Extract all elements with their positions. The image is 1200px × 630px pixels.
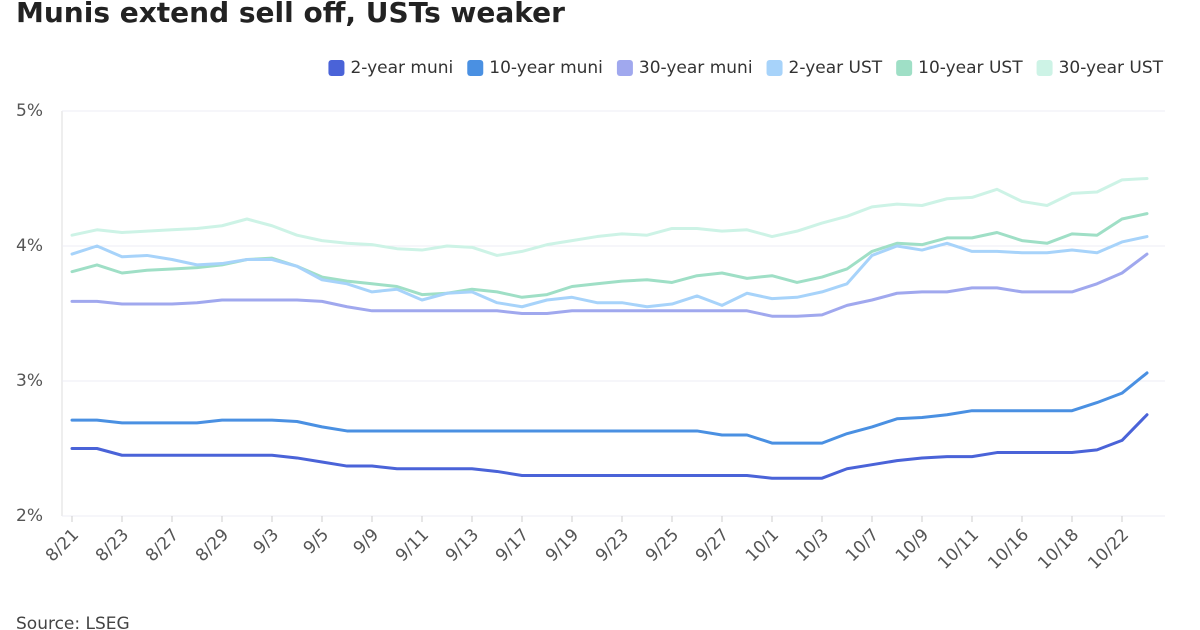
legend-swatch (766, 60, 783, 76)
legend-swatch (896, 60, 913, 76)
legend-label: 30-year UST (1059, 58, 1164, 78)
x-tick-label: 10/16 (984, 525, 1033, 574)
x-tick-label: 10/11 (934, 525, 983, 574)
chart-title: Munis extend sell off, USTs weaker (16, 0, 565, 29)
series-line (70, 252, 1149, 318)
legend-swatch (328, 60, 345, 76)
y-tick-label: 3% (16, 371, 43, 391)
x-tick-label: 9/11 (392, 525, 433, 566)
x-tick-label: 8/21 (42, 525, 83, 566)
x-tick-label: 9/3 (250, 525, 283, 558)
legend-swatch (616, 60, 633, 76)
x-tick-label: 8/27 (142, 525, 183, 566)
x-tick-label: 10/1 (742, 525, 783, 566)
source: Source: LSEG (16, 614, 130, 630)
x-tick-label: 9/23 (592, 525, 633, 566)
legend-label: 10-year muni (489, 58, 603, 78)
legend-label: 2-year UST (789, 58, 883, 78)
y-tick-label: 2% (16, 506, 43, 526)
x-tick-label: 9/13 (442, 525, 483, 566)
series-line (70, 235, 1149, 309)
legend-swatch (1036, 60, 1053, 76)
x-tick-label: 10/9 (892, 525, 933, 566)
x-tick-label: 8/29 (192, 525, 233, 566)
x-tick-label: 9/19 (542, 525, 583, 566)
legend-label: 10-year UST (918, 58, 1023, 78)
x-tick-label: 10/18 (1034, 525, 1083, 574)
x-tick-label: 9/17 (492, 525, 533, 566)
x-tick-label: 9/9 (350, 525, 383, 558)
x-tick-label: 10/22 (1084, 525, 1133, 574)
x-tick-label: 9/27 (692, 525, 733, 566)
x-tick-label: 9/5 (300, 525, 333, 558)
y-tick-label: 4% (16, 236, 43, 256)
legend: 30-year UST 10-year UST 2-year UST 30-year … (328, 58, 1164, 78)
x-tick-label: 10/3 (792, 525, 833, 566)
legend-swatch (467, 60, 484, 76)
x-tick-label: 9/25 (642, 525, 683, 566)
y-tick-label: 5% (16, 101, 43, 121)
series-line (70, 371, 1149, 445)
legend-label: 2-year muni (350, 58, 453, 78)
series-line (70, 212, 1149, 299)
series-line (70, 413, 1149, 480)
x-tick-label: 8/23 (92, 525, 133, 566)
series-line (70, 177, 1149, 257)
x-tick-label: 10/7 (842, 525, 883, 566)
legend-label: 30-year muni (639, 58, 753, 78)
